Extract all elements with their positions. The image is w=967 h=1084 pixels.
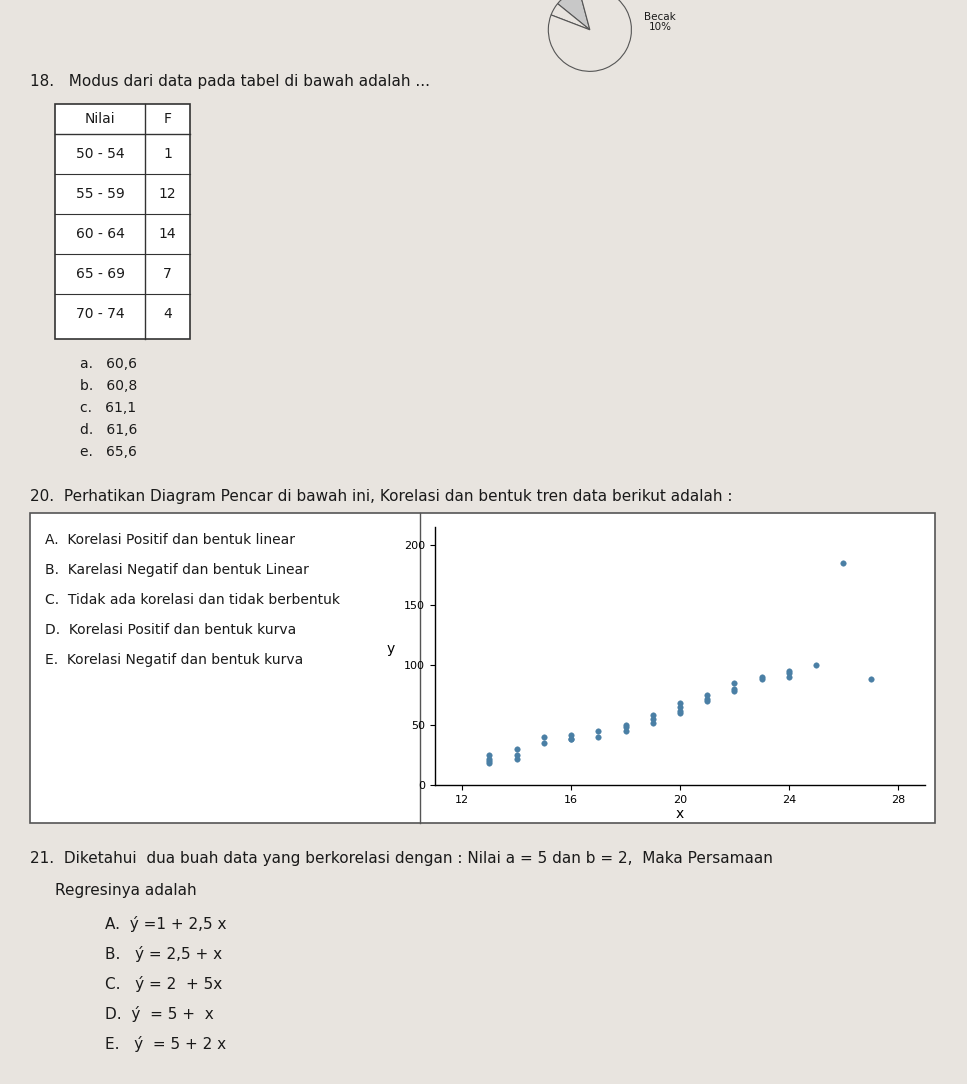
Point <box>564 726 579 744</box>
Text: 7: 7 <box>163 267 172 281</box>
Point <box>672 702 688 720</box>
Bar <box>30 513 935 823</box>
Point <box>672 705 688 722</box>
Text: 10%: 10% <box>649 22 671 33</box>
Point <box>591 722 606 739</box>
Text: d.   61,6: d. 61,6 <box>80 423 137 437</box>
Wedge shape <box>551 3 590 29</box>
Point <box>509 740 524 758</box>
X-axis label: x: x <box>676 808 684 822</box>
Point <box>482 754 497 772</box>
Text: 21.  Diketahui  dua buah data yang berkorelasi dengan : Nilai a = 5 dan b = 2,  : 21. Diketahui dua buah data yang berkore… <box>30 851 773 866</box>
Text: 70 - 74: 70 - 74 <box>75 307 125 321</box>
Text: F: F <box>163 112 171 126</box>
Text: Regresinya adalah: Regresinya adalah <box>55 883 196 898</box>
Text: c.   61,1: c. 61,1 <box>80 401 136 415</box>
Point <box>645 714 660 732</box>
Text: B.  Karelasi Negatif dan bentuk Linear: B. Karelasi Negatif dan bentuk Linear <box>45 563 308 577</box>
Point <box>509 750 524 767</box>
Point <box>618 717 633 734</box>
Text: A.  ý =1 + 2,5 x: A. ý =1 + 2,5 x <box>105 916 226 932</box>
Text: 12: 12 <box>159 188 176 201</box>
Point <box>781 669 797 686</box>
Text: 5%: 5% <box>611 33 626 41</box>
Text: D.  ý  = 5 +  x: D. ý = 5 + x <box>105 1006 214 1022</box>
Point <box>482 746 497 763</box>
Text: b.   60,8: b. 60,8 <box>80 379 137 393</box>
Point <box>536 734 551 751</box>
Point <box>727 674 743 692</box>
Point <box>808 656 824 673</box>
Point <box>564 731 579 748</box>
Text: C.  Tidak ada korelasi dan tidak berbentuk: C. Tidak ada korelasi dan tidak berbentu… <box>45 593 340 607</box>
Point <box>618 722 633 739</box>
Point <box>618 719 633 736</box>
Text: C.   ý = 2  + 5x: C. ý = 2 + 5x <box>105 976 222 992</box>
Point <box>591 728 606 746</box>
Text: 18.   Modus dari data pada tabel di bawah adalah ...: 18. Modus dari data pada tabel di bawah … <box>30 74 430 89</box>
Point <box>509 746 524 763</box>
Point <box>863 671 878 688</box>
Text: 1: 1 <box>163 147 172 162</box>
Point <box>781 662 797 680</box>
Text: B.   ý = 2,5 + x: B. ý = 2,5 + x <box>105 946 222 962</box>
Point <box>754 671 770 688</box>
Point <box>727 683 743 700</box>
Text: Nilai: Nilai <box>85 112 115 126</box>
Point <box>727 681 743 698</box>
Text: Becak: Becak <box>644 12 676 22</box>
Point <box>672 698 688 715</box>
Point <box>699 689 715 707</box>
Wedge shape <box>558 0 590 29</box>
Point <box>645 707 660 724</box>
Point <box>781 664 797 682</box>
Y-axis label: y: y <box>386 642 395 656</box>
Text: Nek
Mobi: Nek Mobi <box>607 20 629 38</box>
Point <box>754 669 770 686</box>
Text: A.  Korelasi Positif dan bentuk linear: A. Korelasi Positif dan bentuk linear <box>45 533 295 547</box>
Text: 65 - 69: 65 - 69 <box>75 267 125 281</box>
Text: 50 - 54: 50 - 54 <box>75 147 125 162</box>
Text: 20.  Perhatikan Diagram Pencar di bawah ini, Korelasi dan bentuk tren data berik: 20. Perhatikan Diagram Pencar di bawah i… <box>30 489 732 504</box>
Text: E.  Korelasi Negatif dan bentuk kurva: E. Korelasi Negatif dan bentuk kurva <box>45 653 304 667</box>
Text: E.   ý  = 5 + 2 x: E. ý = 5 + 2 x <box>105 1036 226 1051</box>
Point <box>536 728 551 746</box>
Text: 4: 4 <box>163 307 172 321</box>
Text: e.   65,6: e. 65,6 <box>80 446 137 459</box>
Bar <box>55 104 190 339</box>
Point <box>835 554 851 571</box>
Text: 55 - 59: 55 - 59 <box>75 188 125 201</box>
Text: D.  Korelasi Positif dan bentuk kurva: D. Korelasi Positif dan bentuk kurva <box>45 623 296 637</box>
Point <box>564 731 579 748</box>
Point <box>699 693 715 710</box>
Text: a.   60,6: a. 60,6 <box>80 357 137 371</box>
Wedge shape <box>548 0 631 72</box>
Point <box>482 750 497 767</box>
Point <box>699 686 715 704</box>
Point <box>645 710 660 727</box>
Text: 14: 14 <box>159 227 176 241</box>
Point <box>482 752 497 770</box>
Text: 60 - 64: 60 - 64 <box>75 227 125 241</box>
Point <box>672 695 688 712</box>
